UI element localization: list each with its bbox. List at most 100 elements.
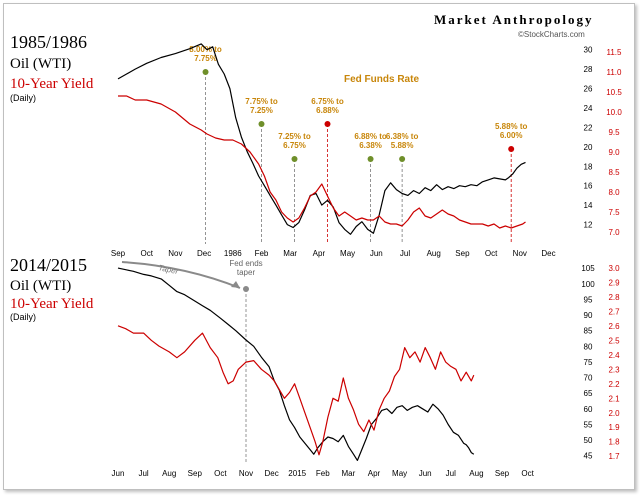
fed-annotation-label: 6.75% to — [311, 97, 344, 106]
x-tick-label: Aug — [162, 469, 176, 478]
chart-frame — [3, 3, 635, 490]
x-tick-label: Jun — [370, 249, 383, 258]
oil-axis-tick: 80 — [584, 342, 593, 351]
taper-arrow — [121, 261, 241, 289]
yield-axis-tick: 1.8 — [608, 438, 620, 447]
brand-source: ©StockCharts.com — [518, 30, 585, 39]
yield-axis-tick: 1.7 — [608, 452, 620, 461]
x-tick-label: Dec — [264, 469, 278, 478]
yield-axis-tick: 2.3 — [608, 365, 620, 374]
x-tick-label: Jun — [112, 469, 125, 478]
yield-series-line — [118, 95, 526, 229]
top-chart: Sep Oct Nov Dec 1986 Feb Mar Apr May Jun Jul Aug Sep… — [111, 43, 623, 258]
top-oil-label: Oil (WTI) — [10, 56, 71, 72]
bottom-yield-label: 10-Year Yield — [10, 296, 94, 312]
x-tick-label: Nov — [513, 249, 527, 258]
yield-axis-tick: 11.5 — [607, 48, 623, 57]
x-tick-label: Nov — [168, 249, 182, 258]
fed-annotation-label: 6.88% — [316, 106, 339, 115]
oil-series-line — [117, 43, 526, 235]
x-tick-label: Oct — [140, 249, 153, 258]
oil-axis-tick: 65 — [584, 389, 593, 398]
bottom-frequency-label: (Daily) — [10, 312, 36, 322]
annotation-marker — [367, 156, 374, 162]
oil-axis-tick: 105 — [581, 264, 595, 273]
x-tick-label: Apr — [368, 469, 381, 478]
x-tick-label: Dec — [541, 249, 555, 258]
x-tick-label: Aug — [427, 249, 441, 258]
x-tick-label: Feb — [255, 249, 269, 258]
oil-axis-tick: 20 — [584, 143, 593, 152]
yield-axis-tick: 11.0 — [607, 68, 623, 77]
oil-axis-tick: 90 — [584, 311, 593, 320]
bottom-chart: Jun Jul Aug Sep Oct Nov Dec 2015 Feb Mar Apr May Jun… — [112, 259, 621, 478]
annotation-marker — [399, 156, 406, 162]
yield-axis-tick: 2.5 — [608, 336, 620, 345]
yield-axis-tick: 3.0 — [608, 264, 620, 273]
oil-axis-tick: 85 — [584, 327, 593, 336]
fed-annotation-label: 6.75% — [283, 141, 306, 150]
yield-axis-tick: 10.5 — [606, 88, 622, 97]
yield-axis-tick: 2.1 — [608, 394, 620, 403]
oil-axis-tick: 95 — [584, 295, 593, 304]
x-tick-label: Dec — [197, 249, 211, 258]
annotation-marker — [291, 156, 298, 162]
taper-arrowhead — [231, 281, 240, 288]
top-frequency-label: (Daily) — [10, 93, 36, 103]
yield-axis-tick: 7.5 — [608, 208, 620, 217]
top-panel-title: 1985/1986 — [10, 32, 87, 52]
fed-annotation-label: 6.88% to — [354, 132, 387, 141]
x-tick-label: Apr — [313, 249, 326, 258]
yield-axis-tick: 2.2 — [608, 380, 620, 389]
x-tick-label: Nov — [239, 469, 253, 478]
oil-axis-tick: 70 — [584, 374, 593, 383]
oil-axis-tick: 22 — [584, 123, 593, 132]
taper-end-label: Fed ends — [229, 259, 262, 268]
yield-axis-tick: 2.4 — [608, 351, 620, 360]
annotation-marker — [258, 121, 265, 127]
x-tick-label: Oct — [521, 469, 534, 478]
bottom-panel-title: 2014/2015 — [10, 255, 87, 275]
fed-annotation-label: 6.38% to — [386, 132, 419, 141]
x-tick-label: Mar — [283, 249, 297, 258]
annotation-marker — [202, 69, 209, 75]
yield-axis-tick: 2.0 — [608, 409, 620, 418]
brand-title: Market Anthropology — [434, 12, 593, 27]
oil-axis-tick: 18 — [584, 162, 593, 171]
fed-annotation-label: 7.25% — [250, 106, 273, 115]
x-tick-label: Aug — [469, 469, 483, 478]
x-tick-label: Sep — [188, 469, 203, 478]
yield-axis-tick: 2.7 — [608, 307, 620, 316]
x-tick-label: Oct — [214, 469, 227, 478]
oil-axis-tick: 28 — [584, 65, 593, 74]
x-tick-label: Oct — [485, 249, 498, 258]
annotation-marker — [243, 286, 249, 292]
oil-axis-tick: 60 — [584, 405, 593, 414]
yield-axis-tick: 9.0 — [608, 148, 620, 157]
oil-axis-tick: 100 — [581, 280, 595, 289]
taper-label: Taper — [158, 263, 180, 276]
oil-axis-tick: 50 — [584, 436, 593, 445]
x-tick-label: 2015 — [288, 469, 306, 478]
oil-series-line — [117, 267, 475, 461]
oil-axis-tick: 45 — [584, 452, 593, 461]
yield-axis-tick: 2.8 — [608, 293, 620, 302]
bottom-oil-label: Oil (WTI) — [10, 278, 71, 294]
fed-annotation-label: 6.00% — [500, 131, 523, 140]
fed-annotation-label: 6.38% — [359, 141, 382, 150]
yield-axis-tick: 8.5 — [608, 168, 620, 177]
x-tick-label: Jul — [138, 469, 148, 478]
yield-axis-tick: 1.9 — [608, 423, 620, 432]
yield-axis-tick: 8.0 — [608, 188, 620, 197]
yield-axis-tick: 2.6 — [608, 322, 620, 331]
annotation-marker — [508, 146, 515, 152]
annotation-marker — [324, 121, 331, 127]
oil-axis-tick: 26 — [584, 85, 593, 94]
fed-annotation-label: 7.75% — [194, 54, 217, 63]
fed-annotation-label: 7.25% to — [278, 132, 311, 141]
x-tick-label: May — [340, 249, 355, 258]
yield-axis-tick: 10.0 — [606, 108, 622, 117]
oil-axis-tick: 16 — [584, 182, 593, 191]
oil-axis-tick: 12 — [584, 221, 593, 230]
